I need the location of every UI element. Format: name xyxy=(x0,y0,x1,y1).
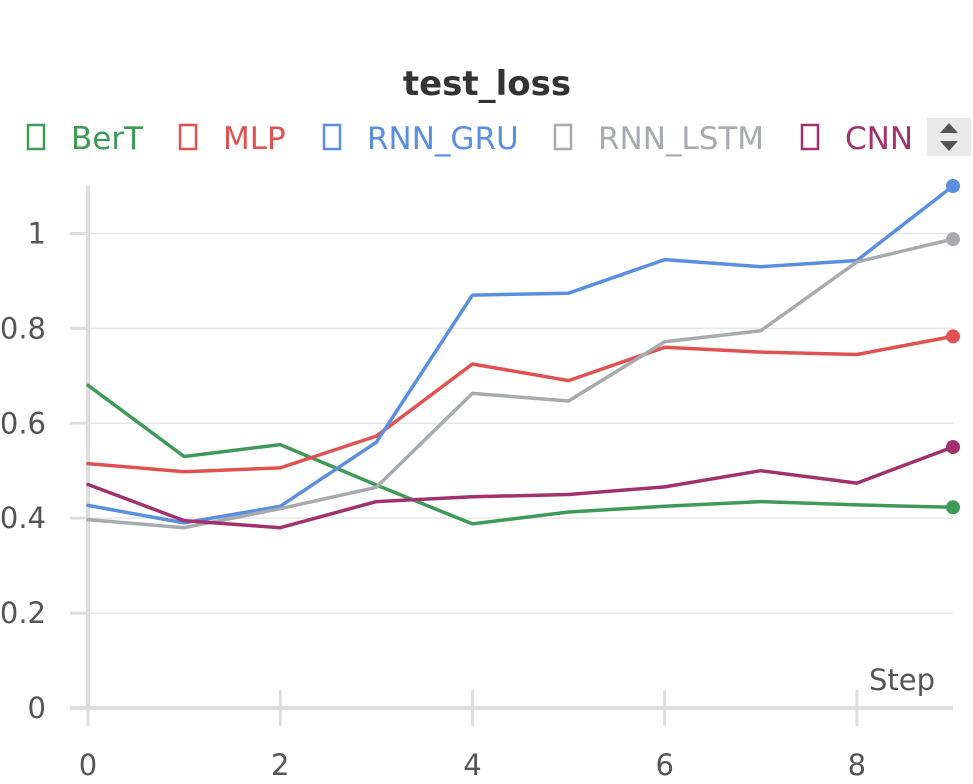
legend-item-cnn[interactable]: CNN xyxy=(800,121,913,157)
chart-title: test_loss xyxy=(403,64,571,104)
y-tick-label: 1 xyxy=(28,216,46,250)
series-endpoint-rnn-gru xyxy=(946,179,960,193)
chevron-up-icon[interactable] xyxy=(940,123,958,133)
series-line-rnn-gru xyxy=(86,184,955,525)
y-tick-label: 0.6 xyxy=(0,406,46,440)
y-tick-label: 0.2 xyxy=(0,596,46,630)
series-line-bert xyxy=(86,383,955,526)
legend-swatch xyxy=(800,123,820,151)
legend-item-rnn-lstm[interactable]: RNN_LSTM xyxy=(553,121,764,157)
y-axis-ticks: 0 0.2 0.4 0.6 0.8 1 xyxy=(0,216,88,725)
series-endpoint-bert xyxy=(946,500,960,515)
legend-label: BerT xyxy=(71,121,144,157)
x-tick-label: 8 xyxy=(848,748,866,782)
legend-swatch xyxy=(178,123,198,151)
legend-label: CNN xyxy=(845,121,913,157)
legend-item-mlp[interactable]: MLP xyxy=(178,121,286,157)
series-endpoint-mlp xyxy=(946,329,960,344)
series-line-cnn xyxy=(86,445,955,530)
x-tick-label: 4 xyxy=(463,748,481,782)
gridlines xyxy=(88,232,953,614)
legend-item-rnn-gru[interactable]: RNN_GRU xyxy=(322,121,519,157)
x-axis-label: Step xyxy=(869,663,935,697)
legend-label: MLP xyxy=(223,121,286,157)
legend-swatch xyxy=(26,123,46,151)
series-line-mlp xyxy=(86,334,955,474)
legend: BerT MLP RNN_GRU RNN_LSTM CNN xyxy=(26,121,913,157)
legend-label: RNN_GRU xyxy=(367,121,519,157)
y-tick-label: 0.4 xyxy=(0,501,46,535)
axes xyxy=(70,186,953,710)
series-endpoint-cnn xyxy=(946,440,960,454)
series-line-rnn-lstm xyxy=(86,237,955,530)
legend-label: RNN_LSTM xyxy=(598,121,764,157)
x-tick-label: 2 xyxy=(271,748,289,782)
x-axis-ticks: 0 2 4 6 8 xyxy=(79,690,866,782)
legend-swatch xyxy=(553,123,573,151)
legend-scroll-button[interactable] xyxy=(927,118,971,156)
series-lines xyxy=(86,179,960,530)
chevron-down-icon[interactable] xyxy=(940,141,958,151)
x-tick-label: 0 xyxy=(79,748,97,782)
legend-swatch xyxy=(322,123,342,151)
y-tick-label: 0 xyxy=(28,691,46,725)
legend-item-bert[interactable]: BerT xyxy=(26,121,144,157)
x-tick-label: 6 xyxy=(655,748,673,782)
series-endpoint-rnn-lstm xyxy=(946,232,960,247)
y-tick-label: 0.8 xyxy=(0,311,46,345)
